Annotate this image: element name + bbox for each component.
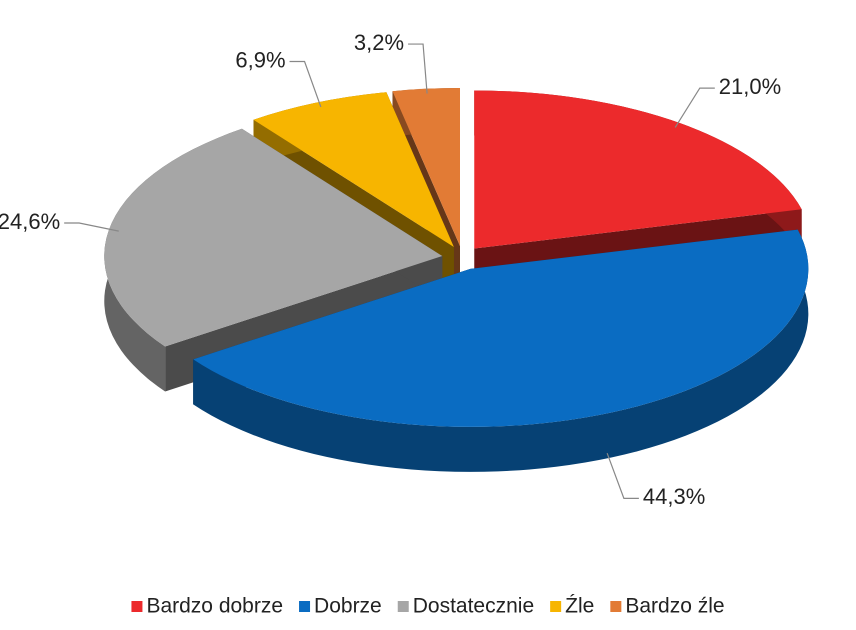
legend-label: Źle: [565, 595, 594, 618]
legend-item: Dostatecznie: [397, 595, 534, 618]
slice: [193, 229, 809, 472]
legend-label: Dostatecznie: [413, 595, 534, 618]
slice: [392, 88, 460, 247]
data-label: 6,9%: [235, 47, 285, 72]
data-label: 21,0%: [719, 74, 781, 99]
legend-swatch: [550, 601, 562, 612]
data-label: 3,2%: [354, 30, 404, 55]
data-label: 44,3%: [643, 484, 705, 509]
leader-line: [408, 43, 428, 94]
legend-swatch: [397, 601, 409, 612]
legend-item: Bardzo dobrze: [131, 595, 283, 618]
leader-line: [289, 60, 322, 108]
slice-wall: [193, 229, 809, 472]
slice: [193, 229, 809, 427]
legend-item: Dobrze: [299, 595, 382, 618]
legend-label: Bardzo dobrze: [146, 595, 283, 618]
data-label: 24,6%: [0, 209, 60, 234]
legend-label: Dobrze: [314, 595, 382, 618]
leader-line: [606, 452, 639, 499]
legend-swatch: [610, 601, 622, 612]
slice: [474, 90, 802, 249]
legend-item: Bardzo źle: [610, 595, 725, 618]
leader-line: [64, 222, 119, 232]
legend-label: Bardzo źle: [625, 595, 724, 618]
legend-item: Źle: [550, 595, 594, 618]
slice: [104, 128, 443, 347]
slice: [253, 92, 454, 248]
legend-swatch: [131, 601, 143, 612]
legend-swatch: [299, 601, 311, 612]
leader-line: [674, 87, 715, 128]
